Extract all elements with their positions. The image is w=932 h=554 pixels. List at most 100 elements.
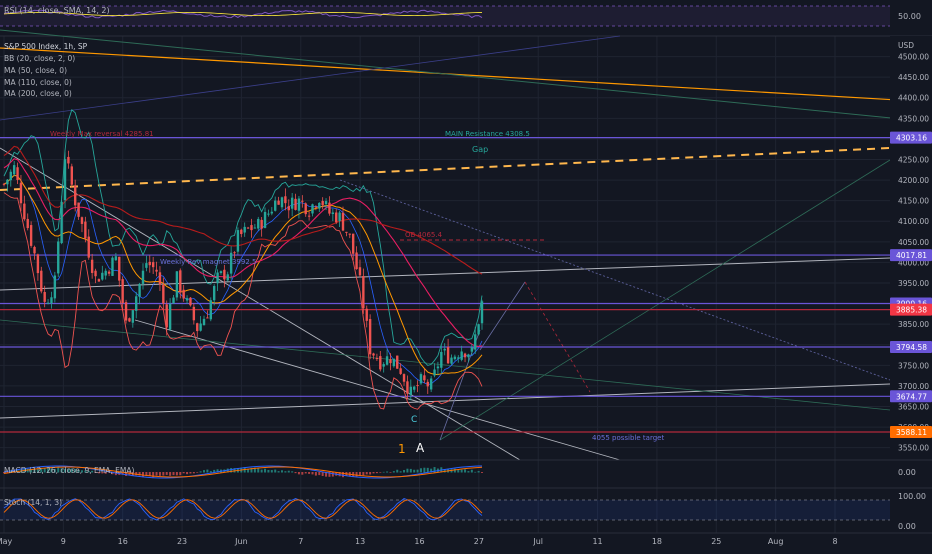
candle-body xyxy=(29,225,33,246)
candle-body xyxy=(124,302,128,321)
macd-histogram-bar xyxy=(355,472,358,477)
macd-histogram-bar xyxy=(328,472,331,477)
price-tick-label: 3550.00 xyxy=(898,444,929,453)
candle-body xyxy=(355,252,358,270)
time-axis[interactable]: May 9 16 23 Jun 7 13 16 27 Jul 11 18 25 Aug 8 xyxy=(0,537,838,546)
price-tick-label: 3950.00 xyxy=(898,279,929,288)
rsi-sma-line xyxy=(3,11,483,17)
candle-body xyxy=(121,279,124,304)
candle-body xyxy=(335,212,338,223)
macd-histogram-bar xyxy=(125,472,128,476)
candle-body xyxy=(443,348,446,351)
legend-ma50: MA (50, close, 0) xyxy=(4,66,67,75)
candle-body xyxy=(155,269,158,272)
candle-body xyxy=(290,197,294,209)
price-tick-label: 4200.00 xyxy=(898,176,929,185)
candle-body xyxy=(172,297,175,304)
macd-histogram-bar xyxy=(84,470,87,473)
time-tick-label: 23 xyxy=(177,537,187,546)
time-tick-label: 18 xyxy=(652,537,662,546)
candle-body xyxy=(321,200,324,206)
price-label-badge xyxy=(890,131,932,144)
candle-body xyxy=(267,213,270,215)
candle-body xyxy=(372,353,375,356)
main-price-pane[interactable]: Weekly Max reversal 4285.81 MAIN Resista… xyxy=(0,29,932,461)
macd-histogram-bar xyxy=(175,472,178,476)
candle-body xyxy=(148,261,151,266)
candle-body xyxy=(84,221,87,239)
macd-histogram-bar xyxy=(162,472,165,476)
price-tick-label: 3750.00 xyxy=(898,361,929,370)
candle-body xyxy=(179,270,182,293)
ob-label: OB 4065.4 xyxy=(405,231,443,239)
target-label: 4055 possible target xyxy=(592,434,664,442)
candle-body xyxy=(446,347,450,364)
candle-body xyxy=(304,203,307,215)
candle-body xyxy=(277,200,280,205)
stoch-tick-100: 100.00 xyxy=(898,492,926,501)
wave-a-label: A xyxy=(416,441,425,455)
macd-histogram-bar xyxy=(267,469,270,473)
candle-body xyxy=(19,182,23,204)
candle-body xyxy=(90,259,94,273)
macd-histogram-bar xyxy=(464,469,467,473)
candle-body xyxy=(196,323,199,332)
macd-histogram-bar xyxy=(419,468,422,473)
macd-histogram-bar xyxy=(36,468,39,473)
price-label-text: 3588.11 xyxy=(896,428,927,437)
candle-body xyxy=(202,318,206,326)
legend-bb: BB (20, close, 2, 0) xyxy=(4,54,75,63)
candle-body xyxy=(426,381,429,387)
macd-histogram-bar xyxy=(87,471,90,473)
macd-histogram-bar xyxy=(413,469,416,473)
macd-histogram-bar xyxy=(47,468,50,473)
rsi-pane[interactable]: RSI (14, close, SMA, 14, 2) 50.00 xyxy=(0,5,921,27)
trend-lines xyxy=(0,29,932,461)
macd-histogram-bar xyxy=(64,468,67,473)
macd-histogram-bar xyxy=(280,470,283,473)
currency-label: USD xyxy=(898,41,914,50)
macd-histogram-bar xyxy=(209,471,212,473)
macd-pane[interactable]: MACD (12, 26, close, 9, EMA, EMA) 0.00 xyxy=(3,465,916,479)
horizontal-levels xyxy=(0,137,890,433)
candle-body xyxy=(199,323,202,331)
price-tick-label: 4150.00 xyxy=(898,197,929,206)
macd-histogram-bar xyxy=(206,469,209,473)
macd-histogram-bar xyxy=(230,468,233,473)
price-label-badge xyxy=(890,425,932,438)
macd-histogram-bar xyxy=(94,472,97,473)
macd-histogram-bar xyxy=(247,468,250,473)
candle-body xyxy=(53,275,57,299)
candle-body xyxy=(419,374,423,384)
macd-histogram-bar xyxy=(311,472,314,475)
time-tick-label: 16 xyxy=(118,537,128,546)
stochastic-pane[interactable]: Stoch (14, 1, 3) 100.00 0.00 xyxy=(0,492,926,531)
ma110-line xyxy=(3,158,483,347)
price-tick-label: 4500.00 xyxy=(898,53,929,62)
time-tick-label: 8 xyxy=(832,537,837,546)
candle-body xyxy=(162,284,165,304)
candle-body xyxy=(182,289,185,299)
macd-histogram-bar xyxy=(264,468,267,473)
main-legend: S&P 500 Index, 1h, SP BB (20, close, 2, … xyxy=(4,42,88,98)
candle-body xyxy=(209,300,212,320)
candle-body xyxy=(328,202,331,214)
macd-histogram-bar xyxy=(97,472,100,474)
price-axis[interactable]: USD 4500.004450.004400.004350.004300.004… xyxy=(890,36,932,460)
macd-histogram-bar xyxy=(453,468,456,473)
candle-body xyxy=(233,252,236,254)
candle-body xyxy=(50,297,53,304)
macd-histogram-bar xyxy=(372,472,375,474)
candle-body xyxy=(348,233,351,235)
macd-histogram-bar xyxy=(470,469,473,473)
macd-histogram-bar xyxy=(284,471,287,473)
macd-histogram-bar xyxy=(3,472,5,474)
price-label-text: 3885.38 xyxy=(896,306,927,315)
macd-histogram-bar xyxy=(409,468,412,473)
candle-body xyxy=(192,306,196,321)
candle-body xyxy=(229,252,233,274)
green-trendline-lower xyxy=(0,319,891,411)
candle-body xyxy=(226,274,229,281)
